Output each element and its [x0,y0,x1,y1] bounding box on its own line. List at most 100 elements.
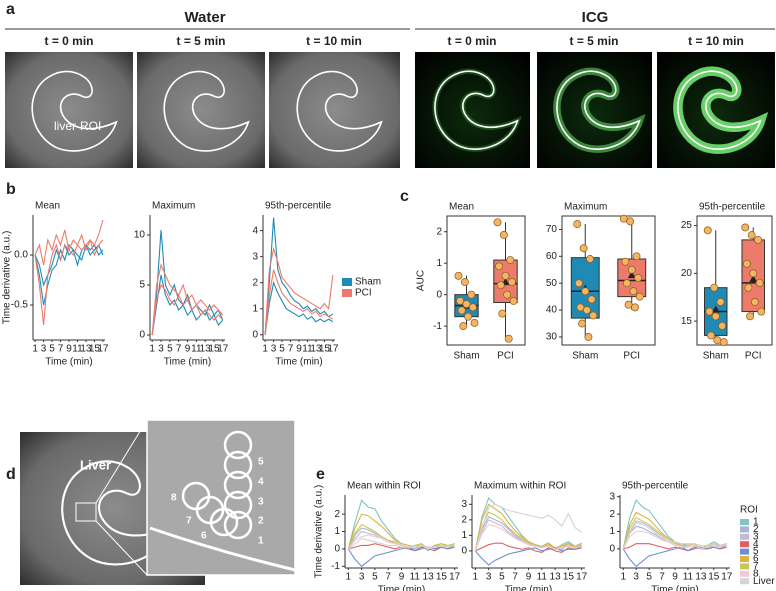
y-tick-label: 0 [461,546,467,557]
data-point [631,303,639,312]
x-tick-label: Sham [572,351,598,362]
y-tick-label: 70 [546,224,558,235]
data-point [504,334,513,343]
data-point [711,312,720,321]
data-point [705,307,714,316]
x-tick-label: 5 [499,572,505,583]
time-label: t = 5 min [176,34,225,48]
liver-edge [149,526,296,572]
x-tick-label: 15 [436,572,448,583]
y-tick-label: 1 [252,303,258,314]
y-tick-label: 1 [334,526,340,537]
series-line [264,280,334,335]
zoom-line [95,419,148,504]
roi-number: 7 [186,516,192,527]
chart-title: Maximum [152,201,195,212]
x-tick-label: 3 [271,344,277,355]
panel-label: e [316,466,325,483]
x-tick-label: 3 [486,572,492,583]
data-point [635,292,644,301]
series-line [622,530,727,550]
y-tick-label: -1 [433,321,442,332]
roi-numbers: 1 2 3 4 5 6 7 8 [171,457,264,547]
data-point [464,312,473,321]
x-tick-label: 5 [167,344,173,355]
series-line [34,243,104,287]
data-point [493,218,502,227]
y-tick-label: 20 [681,268,693,279]
legend-swatch [740,526,749,533]
x-tick-label: 7 [659,572,665,583]
x-axis-label: Time (min) [45,357,92,368]
x-tick-label: 7 [512,572,518,583]
data-point [710,283,719,292]
x-tick-label: 1 [473,572,479,583]
x-tick-label: 9 [526,572,532,583]
data-point [468,303,477,312]
x-tick-label: 9 [399,572,405,583]
y-tick-label: 0.0 [14,250,28,261]
data-point [716,298,725,306]
series-line [622,522,727,550]
data-point [587,295,596,304]
series-line [474,545,582,566]
data-point [456,297,465,305]
x-tick-label: 7 [58,344,64,355]
series-line [622,544,728,568]
series-line [34,238,104,326]
x-tick-label: 13 [80,344,92,355]
chart-title: 95th-percentile [622,481,689,492]
series-line [474,503,582,552]
series-line [264,269,334,335]
data-point [507,278,516,287]
legend-swatch [740,563,749,570]
x-tick-label: 15 [319,344,331,355]
x-tick-label: 9 [66,344,72,355]
y-tick-label: 4 [252,225,258,236]
y-tick-label: 25 [681,220,693,231]
x-tick-label: 13 [695,572,707,583]
y-tick-label: -1 [331,561,340,572]
legend-label: 1 [753,517,759,528]
y-tick-label: 3 [252,251,258,262]
x-tick-label: 3 [633,572,639,583]
legend-label: Sham [355,277,381,288]
legend-swatch [740,533,749,540]
x-tick-label: 13 [423,572,435,583]
x-tick-label: 11 [191,344,202,355]
x-tick-label: 3 [359,572,365,583]
legend-label: Liver [753,576,775,587]
series-line [151,274,224,336]
data-point [509,297,518,305]
y-tick-label: 1 [436,258,442,269]
data-point [741,223,750,232]
x-tick-label: 1 [346,572,352,583]
y-tick-label: 2 [252,277,258,288]
zoom-line [95,520,148,576]
chart-title: Maximum [564,202,607,213]
series-line [347,537,455,550]
legend-label: 2 [753,524,759,535]
x-axis-label: Time (min) [651,585,698,591]
data-point [496,281,505,290]
series-line [264,217,334,335]
time-label: t = 5 min [569,34,618,48]
data-point [467,290,476,299]
panel-label: d [6,466,16,483]
x-tick-label: 9 [672,572,678,583]
legend-label: 5 [753,546,759,557]
data-point [744,283,753,292]
x-tick-label: 15 [89,344,101,355]
y-tick-label: 0 [609,544,615,555]
y-tick-label: 3 [461,499,467,510]
x-tick-label: 11 [537,572,548,583]
y-tick-label: 2 [334,509,340,520]
x-tick-label: 15 [563,572,575,583]
series-line [347,513,455,550]
series-line [622,516,727,550]
data-point [581,287,590,296]
x-tick-label: 11 [683,572,694,583]
time-label: t = 0 min [44,34,93,48]
x-tick-label: 11 [302,344,313,355]
